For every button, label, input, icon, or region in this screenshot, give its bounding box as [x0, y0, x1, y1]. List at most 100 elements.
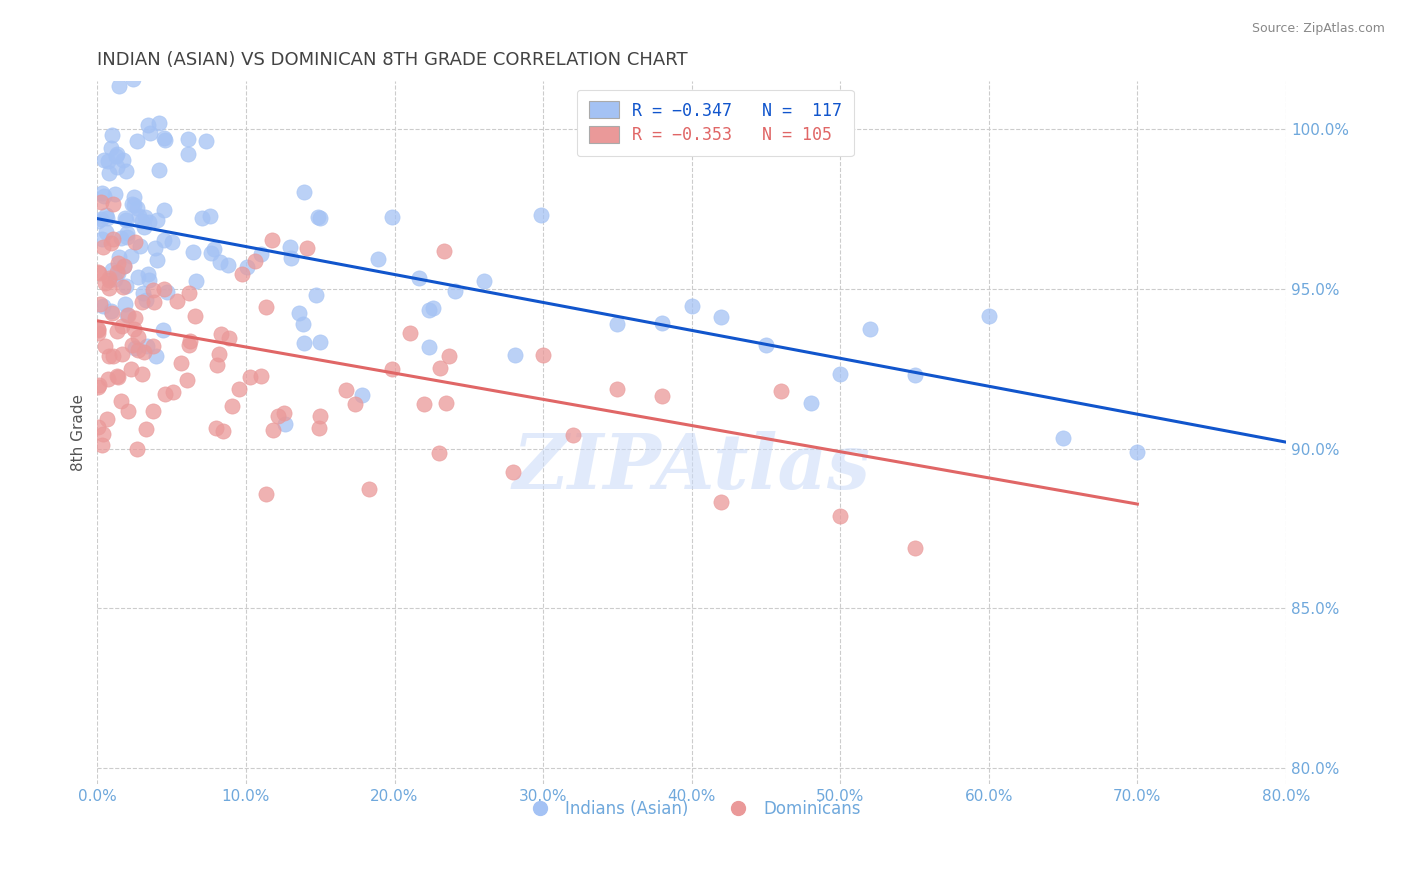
Point	[254, 301, 277, 315]
Point	[236, 260, 259, 274]
Point	[127, 343, 149, 358]
Point	[308, 211, 330, 225]
Point	[105, 147, 128, 161]
Point	[135, 293, 157, 307]
Point	[184, 274, 207, 288]
Point	[1126, 445, 1149, 459]
Point	[352, 388, 374, 402]
Point	[138, 118, 160, 132]
Point	[198, 209, 221, 223]
Point	[134, 344, 156, 359]
Point	[124, 189, 146, 203]
Point	[418, 303, 440, 318]
Point	[131, 214, 153, 228]
Point	[87, 322, 110, 336]
Point	[162, 384, 184, 399]
Point	[250, 247, 273, 261]
Point	[288, 306, 311, 320]
Point	[138, 215, 160, 229]
Point	[108, 250, 131, 264]
Point	[399, 326, 422, 340]
Point	[278, 240, 301, 254]
Point	[769, 384, 792, 398]
Point	[91, 437, 114, 451]
Point	[91, 426, 114, 441]
Point	[105, 160, 128, 174]
Point	[156, 285, 179, 299]
Point	[211, 424, 233, 438]
Point	[134, 211, 156, 225]
Point	[381, 210, 404, 224]
Text: Source: ZipAtlas.com: Source: ZipAtlas.com	[1251, 22, 1385, 36]
Point	[135, 422, 157, 436]
Point	[125, 134, 148, 148]
Point	[134, 219, 156, 234]
Point	[194, 134, 217, 148]
Point	[434, 396, 457, 410]
Point	[91, 186, 114, 200]
Point	[104, 271, 127, 285]
Point	[125, 201, 148, 215]
Point	[295, 241, 318, 255]
Point	[799, 396, 821, 410]
Point	[121, 338, 143, 352]
Point	[93, 189, 115, 203]
Point	[153, 282, 176, 296]
Point	[145, 349, 167, 363]
Point	[153, 131, 176, 145]
Point	[291, 318, 314, 332]
Point	[292, 185, 315, 199]
Point	[245, 253, 267, 268]
Point	[112, 279, 135, 293]
Point	[98, 273, 121, 287]
Point	[112, 153, 135, 167]
Point	[90, 195, 112, 210]
Point	[531, 348, 554, 362]
Point	[209, 326, 232, 341]
Point	[107, 370, 129, 384]
Point	[101, 349, 124, 363]
Point	[138, 273, 160, 287]
Point	[115, 230, 138, 244]
Point	[308, 421, 330, 435]
Point	[191, 211, 214, 225]
Point	[107, 265, 129, 279]
Point	[444, 284, 467, 298]
Y-axis label: 8th Grade: 8th Grade	[72, 394, 86, 471]
Point	[433, 244, 456, 258]
Point	[97, 281, 120, 295]
Point	[117, 226, 139, 240]
Point	[755, 338, 778, 352]
Point	[422, 301, 444, 316]
Point	[204, 420, 226, 434]
Point	[859, 322, 882, 336]
Point	[96, 412, 118, 426]
Point	[177, 147, 200, 161]
Point	[207, 358, 229, 372]
Point	[606, 317, 628, 331]
Point	[710, 310, 733, 324]
Point	[142, 403, 165, 417]
Point	[651, 316, 673, 330]
Point	[105, 149, 128, 163]
Point	[146, 252, 169, 267]
Point	[200, 246, 222, 260]
Point	[606, 383, 628, 397]
Point	[651, 389, 673, 403]
Point	[114, 211, 136, 225]
Point	[91, 299, 114, 313]
Point	[97, 372, 120, 386]
Point	[427, 446, 450, 460]
Point	[162, 235, 184, 249]
Point	[208, 347, 231, 361]
Point	[98, 271, 121, 285]
Point	[115, 213, 138, 227]
Point	[177, 132, 200, 146]
Point	[117, 308, 139, 322]
Point	[429, 361, 451, 376]
Point	[100, 141, 122, 155]
Point	[86, 323, 108, 337]
Point	[124, 235, 146, 249]
Point	[152, 323, 174, 337]
Point	[96, 208, 118, 222]
